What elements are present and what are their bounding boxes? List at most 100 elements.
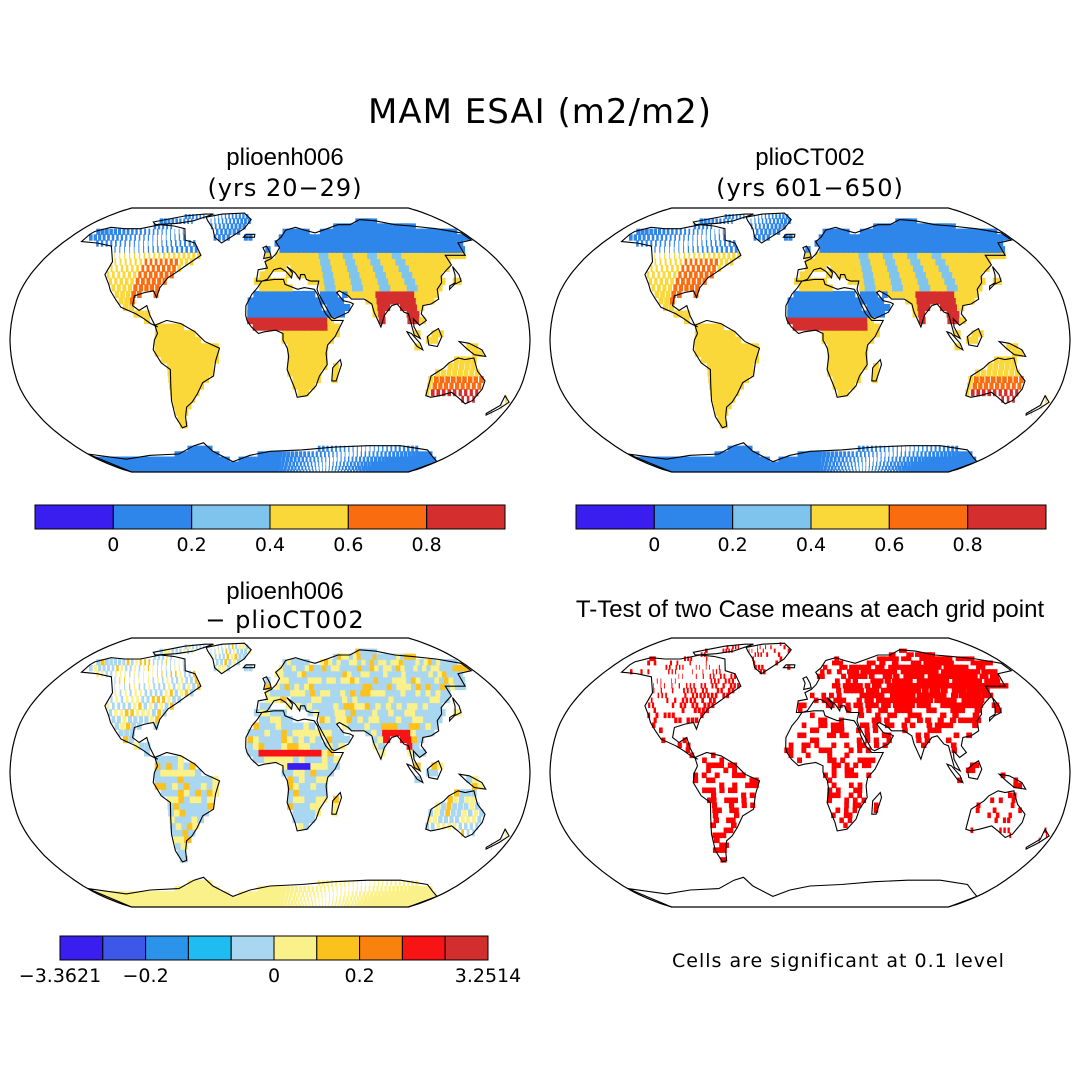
map-cell — [810, 304, 817, 312]
map-cell — [256, 900, 261, 905]
map-cell — [857, 683, 863, 689]
map-cell — [183, 330, 190, 338]
map-cell — [864, 240, 872, 247]
map-cell — [353, 896, 356, 902]
map-cell — [362, 695, 371, 704]
map-cell — [715, 389, 724, 397]
map-cell — [766, 234, 770, 241]
map-cell — [835, 787, 841, 794]
map-cell — [123, 735, 129, 744]
map-cell — [270, 709, 277, 717]
map-cell — [280, 900, 284, 905]
map-cell — [827, 317, 834, 325]
map-cell — [373, 891, 378, 897]
map-cell — [417, 715, 426, 724]
map-cell — [214, 891, 223, 897]
map-cell — [873, 362, 879, 370]
map-cell — [925, 717, 932, 724]
map-cell — [717, 252, 721, 260]
map-cell — [976, 389, 981, 397]
map-cell — [306, 264, 313, 272]
map-cell — [393, 465, 400, 470]
map-cell — [935, 692, 943, 699]
map-cell — [96, 228, 101, 235]
map-cell — [199, 886, 208, 892]
map-cell — [962, 271, 972, 279]
map-cell — [161, 664, 162, 672]
map-cell — [836, 234, 843, 241]
map-cell — [845, 456, 848, 463]
map-cell — [711, 752, 716, 759]
map-cell — [673, 252, 676, 260]
map-cell — [815, 277, 822, 285]
map-cell — [861, 456, 863, 463]
map-cell — [710, 822, 716, 829]
map-cell — [717, 678, 720, 684]
map-cell — [308, 290, 316, 298]
map-cell — [792, 323, 799, 331]
map-cell — [856, 343, 863, 351]
map-cell — [914, 465, 919, 470]
map-cell — [913, 456, 918, 463]
map-cell — [270, 461, 275, 467]
map-cell — [172, 323, 179, 331]
map-cell — [479, 809, 484, 817]
map-cell — [908, 284, 916, 292]
map-cell — [247, 317, 254, 325]
map-cell — [303, 815, 310, 824]
coastline — [242, 233, 256, 238]
map-cell — [416, 461, 423, 467]
map-cell — [357, 264, 366, 272]
map-cell — [371, 900, 375, 905]
map-cell — [242, 214, 245, 220]
map-cell — [179, 258, 184, 266]
map-cell — [951, 456, 957, 463]
map-cell — [918, 246, 928, 253]
map-cell — [327, 317, 334, 325]
map-cell — [122, 659, 126, 666]
map-cell — [395, 284, 404, 292]
map-cell — [369, 880, 371, 887]
coastline — [152, 213, 214, 226]
map-cell — [328, 683, 336, 691]
map-cell — [372, 310, 380, 318]
map-cell — [384, 886, 387, 892]
map-cell — [758, 223, 761, 230]
map-cell — [822, 717, 828, 724]
map-cell — [942, 461, 948, 467]
map-cell — [413, 317, 421, 325]
map-cell — [124, 246, 125, 253]
map-cell — [420, 277, 430, 285]
map-cell — [928, 692, 935, 699]
map-cell — [914, 469, 919, 472]
map-cell — [290, 228, 297, 235]
map-cell — [400, 465, 407, 470]
map-cell — [916, 737, 922, 744]
map-cell — [289, 252, 296, 260]
map-cell — [402, 445, 406, 452]
map-cell — [713, 837, 720, 844]
map-cell — [356, 234, 366, 241]
map-cell — [310, 755, 317, 764]
map-cell — [431, 762, 438, 770]
map-cell — [380, 469, 385, 472]
map-cell — [148, 683, 151, 691]
map-cell — [833, 456, 837, 463]
map-cell — [120, 290, 125, 298]
map-cell — [206, 782, 214, 790]
map-cell — [731, 678, 734, 684]
map-cell — [942, 469, 948, 472]
map-cell — [289, 469, 293, 472]
map-cell — [704, 683, 707, 689]
map-cell — [388, 891, 393, 897]
map-cell — [393, 729, 401, 737]
map-cell — [791, 461, 797, 467]
map-cell — [906, 277, 915, 285]
map-cell — [849, 772, 854, 779]
map-cell — [386, 252, 396, 260]
map-cell — [924, 737, 931, 744]
map-cell — [740, 349, 748, 357]
map-cell — [861, 264, 869, 272]
map-cell — [872, 369, 879, 377]
map-cell — [319, 240, 327, 247]
